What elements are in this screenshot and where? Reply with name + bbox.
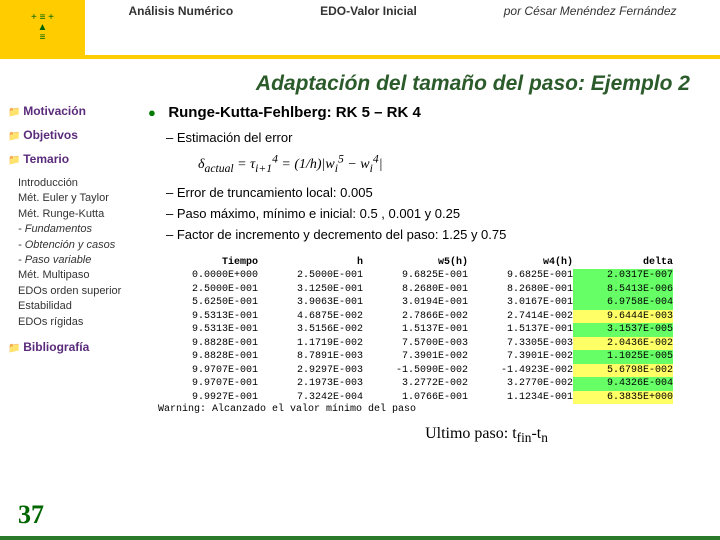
- table-row: 9.5313E-0013.5156E-0021.5137E-0011.5137E…: [158, 323, 705, 337]
- table-row: 9.9927E-0017.3242E-0041.0766E-0011.1234E…: [158, 391, 705, 405]
- author-label: por César Menéndez Fernández: [504, 4, 677, 18]
- course-label: Análisis Numérico: [128, 4, 233, 18]
- main-content: ● Runge-Kutta-Fehlberg: RK 5 – RK 4 – Es…: [140, 104, 720, 446]
- est-text: Estimación del error: [177, 130, 293, 145]
- nav-sub-paso[interactable]: - Paso variable: [18, 253, 140, 268]
- nav-motivacion[interactable]: Motivación: [8, 104, 140, 118]
- header-bar: + ≡ +▲≡ Análisis Numérico EDO-Valor Inic…: [0, 0, 720, 60]
- logo: + ≡ +▲≡: [0, 0, 85, 55]
- table-row: 9.9707E-0012.9297E-003-1.5090E-002-1.492…: [158, 364, 705, 378]
- table-row: 5.6250E-0013.9063E-0013.0194E-0013.0167E…: [158, 296, 705, 310]
- page-title: Adaptación del tamaño del paso: Ejemplo …: [0, 60, 720, 104]
- table-row: 2.5000E-0013.1250E-0018.2680E-0018.2680E…: [158, 283, 705, 297]
- bullet-icon: ●: [148, 105, 156, 120]
- nav-temario[interactable]: Temario: [8, 152, 140, 166]
- warning-line: Warning: Alcanzado el valor mínimo del p…: [158, 404, 705, 415]
- topic-label: EDO-Valor Inicial: [320, 4, 417, 18]
- dash-factor: – Factor de incremento y decremento del …: [166, 225, 705, 246]
- trunc-text: Error de truncamiento local: 0.005: [177, 185, 373, 200]
- ultimo-paso: Ultimo paso: tfin-tn: [268, 425, 705, 446]
- nav-sub-rk[interactable]: Mét. Runge-Kutta: [18, 207, 140, 222]
- nav-objetivos[interactable]: Objetivos: [8, 128, 140, 142]
- green-footer-bar: [0, 536, 720, 540]
- header-titles: Análisis Numérico EDO-Valor Inicial por …: [85, 0, 720, 18]
- sidebar: Motivación Objetivos Temario Introducció…: [0, 104, 140, 446]
- table-row: 9.9707E-0012.1973E-0033.2772E-0023.2770E…: [158, 377, 705, 391]
- page-number: 37: [18, 500, 44, 530]
- nav-sub-fund[interactable]: - Fundamentos: [18, 222, 140, 237]
- yellow-divider: [0, 55, 720, 59]
- nav-sub-intro[interactable]: Introducción: [18, 176, 140, 191]
- formula-text: δactual = τi+14 = (1/h)|wi5 − wi4|: [198, 157, 383, 172]
- nav-sub-obt[interactable]: - Obtención y casos: [18, 238, 140, 253]
- dash-trunc: – Error de truncamiento local: 0.005: [166, 183, 705, 204]
- bullet-rk: ● Runge-Kutta-Fehlberg: RK 5 – RK 4: [148, 104, 705, 122]
- formula-block: δactual = τi+14 = (1/h)|wi5 − wi4|: [198, 153, 705, 175]
- table-row: 9.8828E-0018.7891E-0037.3901E-0027.3901E…: [158, 350, 705, 364]
- paso-text: Paso máximo, mínimo e inicial: 0.5 , 0.0…: [177, 206, 460, 221]
- nav-sub-ord[interactable]: EDOs orden superior: [18, 284, 140, 299]
- dash-est: – Estimación del error: [166, 128, 705, 149]
- nav-sub-rig[interactable]: EDOs rígidas: [18, 315, 140, 330]
- nav-sub-estab[interactable]: Estabilidad: [18, 299, 140, 314]
- factor-text: Factor de incremento y decremento del pa…: [177, 227, 507, 242]
- table-row: 9.5313E-0014.6875E-0022.7866E-0022.7414E…: [158, 310, 705, 324]
- table-row: 9.8828E-0011.1719E-0027.5700E-0037.3305E…: [158, 337, 705, 351]
- dash-paso: – Paso máximo, mínimo e inicial: 0.5 , 0…: [166, 204, 705, 225]
- data-table: Tiempohw5(h)w4(h)delta0.0000E+0002.5000E…: [158, 256, 705, 405]
- table-row: 0.0000E+0002.5000E-0019.6825E-0019.6825E…: [158, 269, 705, 283]
- nav-sub-euler[interactable]: Mét. Euler y Taylor: [18, 191, 140, 206]
- nav-biblio[interactable]: Bibliografía: [8, 340, 140, 354]
- rk-title: Runge-Kutta-Fehlberg: RK 5 – RK 4: [168, 104, 421, 121]
- nav-sub-multi[interactable]: Mét. Multipaso: [18, 268, 140, 283]
- logo-icon: + ≡ +▲≡: [31, 13, 54, 43]
